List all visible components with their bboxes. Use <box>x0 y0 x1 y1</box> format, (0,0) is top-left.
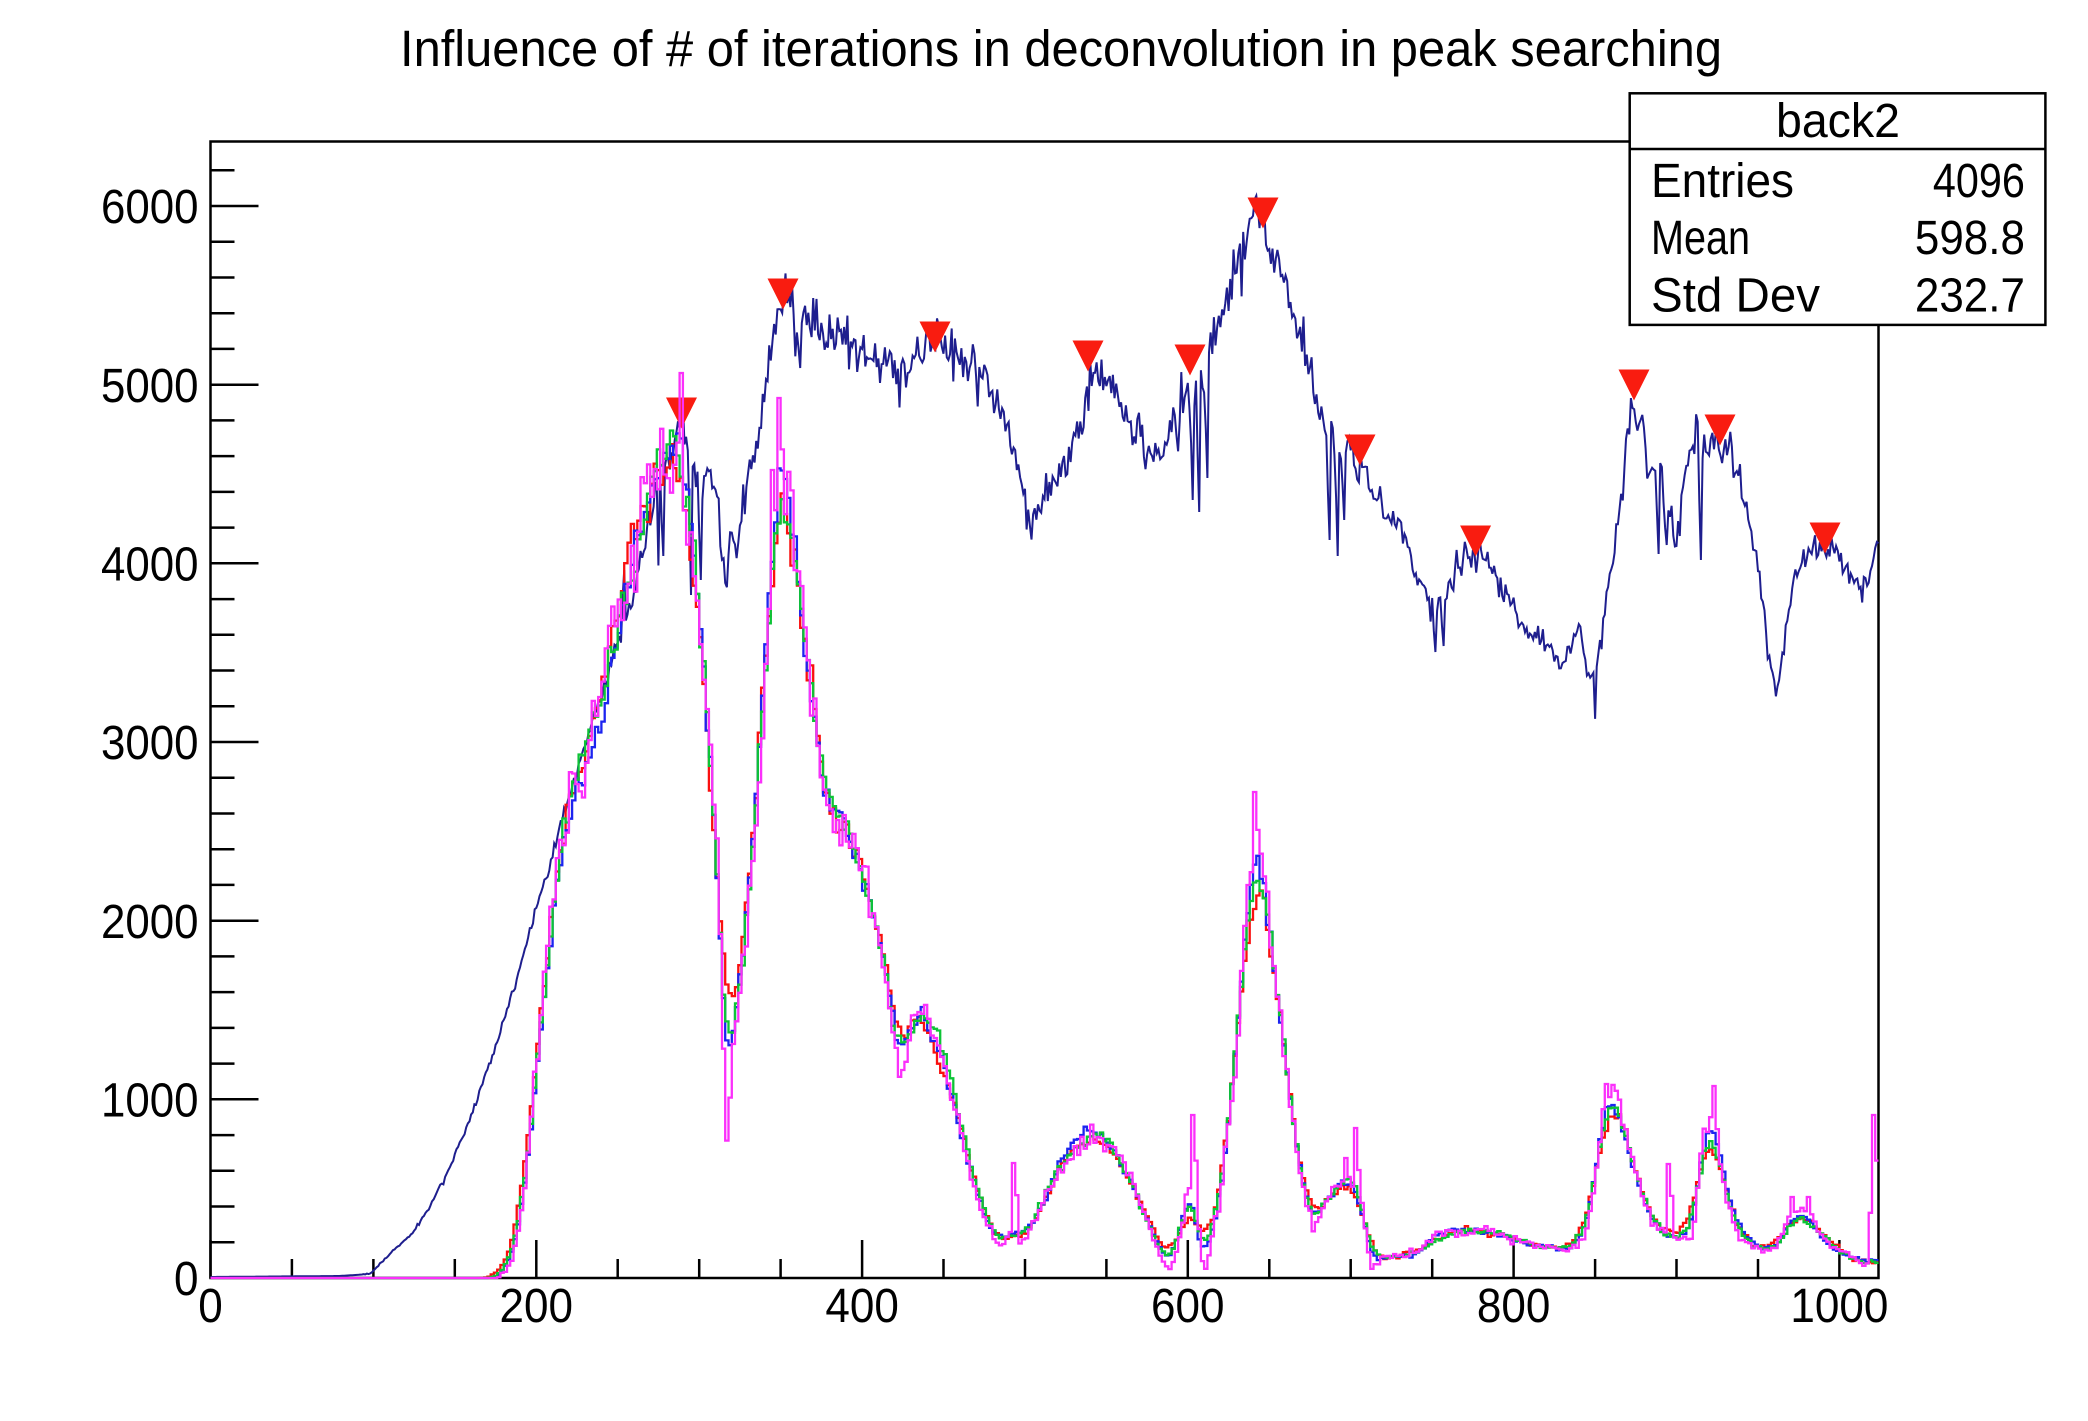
svg-text:Mean: Mean <box>1651 212 1750 265</box>
svg-text:400: 400 <box>825 1280 899 1333</box>
svg-text:4096: 4096 <box>1933 155 2025 208</box>
svg-text:1000: 1000 <box>101 1074 199 1127</box>
svg-text:598.8: 598.8 <box>1915 212 2025 265</box>
svg-text:Std Dev: Std Dev <box>1651 269 1820 322</box>
svg-text:5000: 5000 <box>101 360 199 413</box>
svg-text:Entries: Entries <box>1651 155 1794 208</box>
svg-text:232.7: 232.7 <box>1915 269 2025 322</box>
svg-text:6000: 6000 <box>101 181 199 234</box>
svg-text:200: 200 <box>500 1280 574 1333</box>
svg-text:800: 800 <box>1477 1280 1551 1333</box>
svg-text:back2: back2 <box>1776 95 1900 148</box>
svg-text:1000: 1000 <box>1790 1280 1888 1333</box>
svg-text:4000: 4000 <box>101 538 199 591</box>
svg-text:Influence of # of iterations i: Influence of # of iterations in deconvol… <box>400 20 1722 77</box>
svg-text:600: 600 <box>1151 1280 1225 1333</box>
svg-text:2000: 2000 <box>101 896 199 949</box>
svg-text:0: 0 <box>198 1280 223 1333</box>
svg-text:0: 0 <box>174 1253 199 1306</box>
svg-text:3000: 3000 <box>101 717 199 770</box>
